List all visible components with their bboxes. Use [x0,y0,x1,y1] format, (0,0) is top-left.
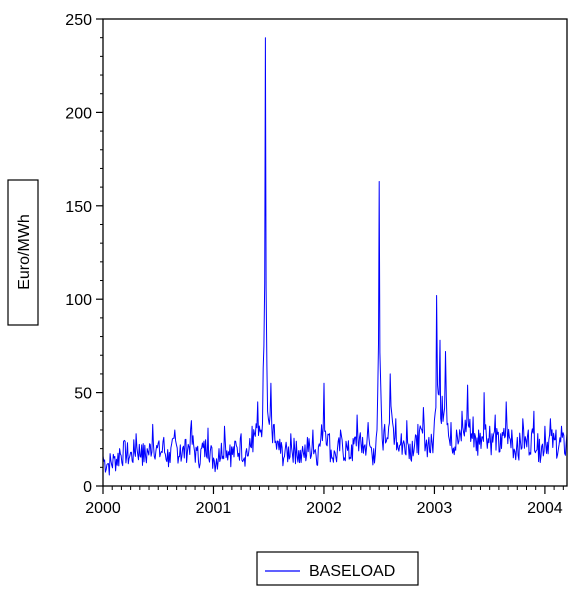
series-layer [102,37,568,476]
legend-label-baseload: BASELOAD [309,563,395,580]
x-tick-label: 2004 [527,500,563,517]
y-tick-label: 0 [83,479,92,496]
y-axis-title-box [7,179,39,326]
x-tick-label: 2002 [306,500,342,517]
y-tick-label: 150 [65,199,92,216]
y-tick-label: 100 [65,292,92,309]
x-tick-label: 2000 [85,500,121,517]
series-line-baseload [102,37,568,476]
y-axis-title: Euro/MWh [16,214,33,290]
x-tick-label: 2001 [196,500,232,517]
y-tick-label: 50 [74,386,92,403]
y-tick-label: 200 [65,105,92,122]
x-tick-label: 2003 [417,500,453,517]
tick-labels: 0 50 100 150 200 250 2000 2001 2002 2003 2004 [65,12,563,517]
y-tick-label: 250 [65,12,92,29]
legend: BASELOAD [256,551,419,586]
legend-box [256,551,419,586]
axis-ticks [96,18,564,494]
plot-frame [102,18,568,487]
